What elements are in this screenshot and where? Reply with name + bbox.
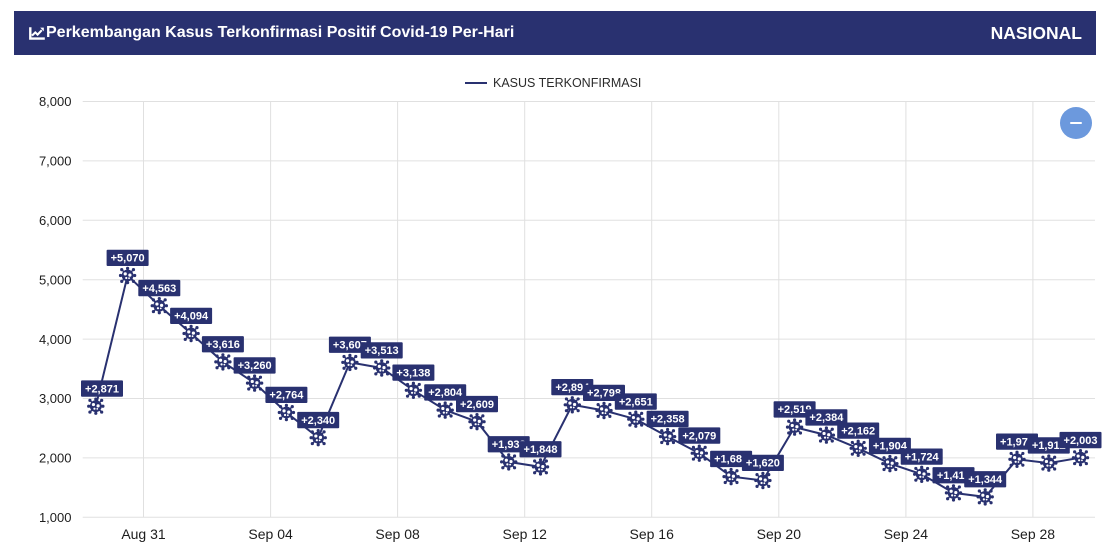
svg-text:+2,162: +2,162 <box>841 425 875 437</box>
svg-text:+3,616: +3,616 <box>206 339 240 351</box>
svg-text:8,000: 8,000 <box>39 94 72 109</box>
svg-text:+1,912: +1,912 <box>1032 440 1066 452</box>
svg-text:+1,977: +1,977 <box>1000 436 1034 448</box>
svg-text:2,000: 2,000 <box>39 451 72 466</box>
svg-text:+2,804: +2,804 <box>428 387 463 399</box>
svg-text:+2,358: +2,358 <box>651 414 685 426</box>
svg-text:+2,651: +2,651 <box>619 396 653 408</box>
svg-text:+1,411: +1,411 <box>937 470 970 482</box>
svg-text:Sep 12: Sep 12 <box>503 526 548 542</box>
svg-text:+1,344: +1,344 <box>968 474 1003 486</box>
svg-text:Sep 28: Sep 28 <box>1011 526 1056 542</box>
svg-text:7,000: 7,000 <box>39 154 72 169</box>
svg-text:+2,894: +2,894 <box>555 382 590 394</box>
svg-text:+2,003: +2,003 <box>1064 435 1098 447</box>
svg-text:Aug 31: Aug 31 <box>121 526 166 542</box>
svg-text:Sep 24: Sep 24 <box>884 526 929 542</box>
svg-text:+4,563: +4,563 <box>142 283 176 295</box>
svg-text:+4,094: +4,094 <box>174 311 209 323</box>
svg-text:+5,070: +5,070 <box>111 253 145 265</box>
svg-text:+1,724: +1,724 <box>905 451 940 463</box>
svg-text:+2,519: +2,519 <box>778 404 812 416</box>
svg-text:+1,904: +1,904 <box>873 441 908 453</box>
svg-text:+3,607: +3,607 <box>333 340 367 352</box>
svg-text:+3,513: +3,513 <box>365 345 399 357</box>
svg-text:+3,260: +3,260 <box>238 360 272 372</box>
svg-text:+2,798: +2,798 <box>587 388 621 400</box>
svg-text:+3,138: +3,138 <box>396 367 430 379</box>
svg-text:6,000: 6,000 <box>39 213 72 228</box>
svg-text:+2,079: +2,079 <box>682 430 716 442</box>
svg-text:+1,685: +1,685 <box>714 454 748 466</box>
svg-text:Sep 04: Sep 04 <box>248 526 293 542</box>
svg-text:+1,620: +1,620 <box>746 458 780 470</box>
svg-text:4,000: 4,000 <box>39 332 72 347</box>
svg-text:+2,384: +2,384 <box>809 412 844 424</box>
svg-text:+2,609: +2,609 <box>460 399 494 411</box>
svg-text:+1,933: +1,933 <box>492 439 526 451</box>
svg-text:+2,764: +2,764 <box>269 390 304 402</box>
svg-text:+2,340: +2,340 <box>301 415 335 427</box>
svg-text:+2,871: +2,871 <box>85 383 119 395</box>
svg-text:Sep 20: Sep 20 <box>757 526 802 542</box>
svg-text:5,000: 5,000 <box>39 272 72 287</box>
svg-text:1,000: 1,000 <box>39 510 72 525</box>
svg-text:+1,848: +1,848 <box>524 444 558 456</box>
svg-text:Sep 08: Sep 08 <box>375 526 420 542</box>
svg-text:3,000: 3,000 <box>39 391 72 406</box>
svg-text:Sep 16: Sep 16 <box>630 526 675 542</box>
